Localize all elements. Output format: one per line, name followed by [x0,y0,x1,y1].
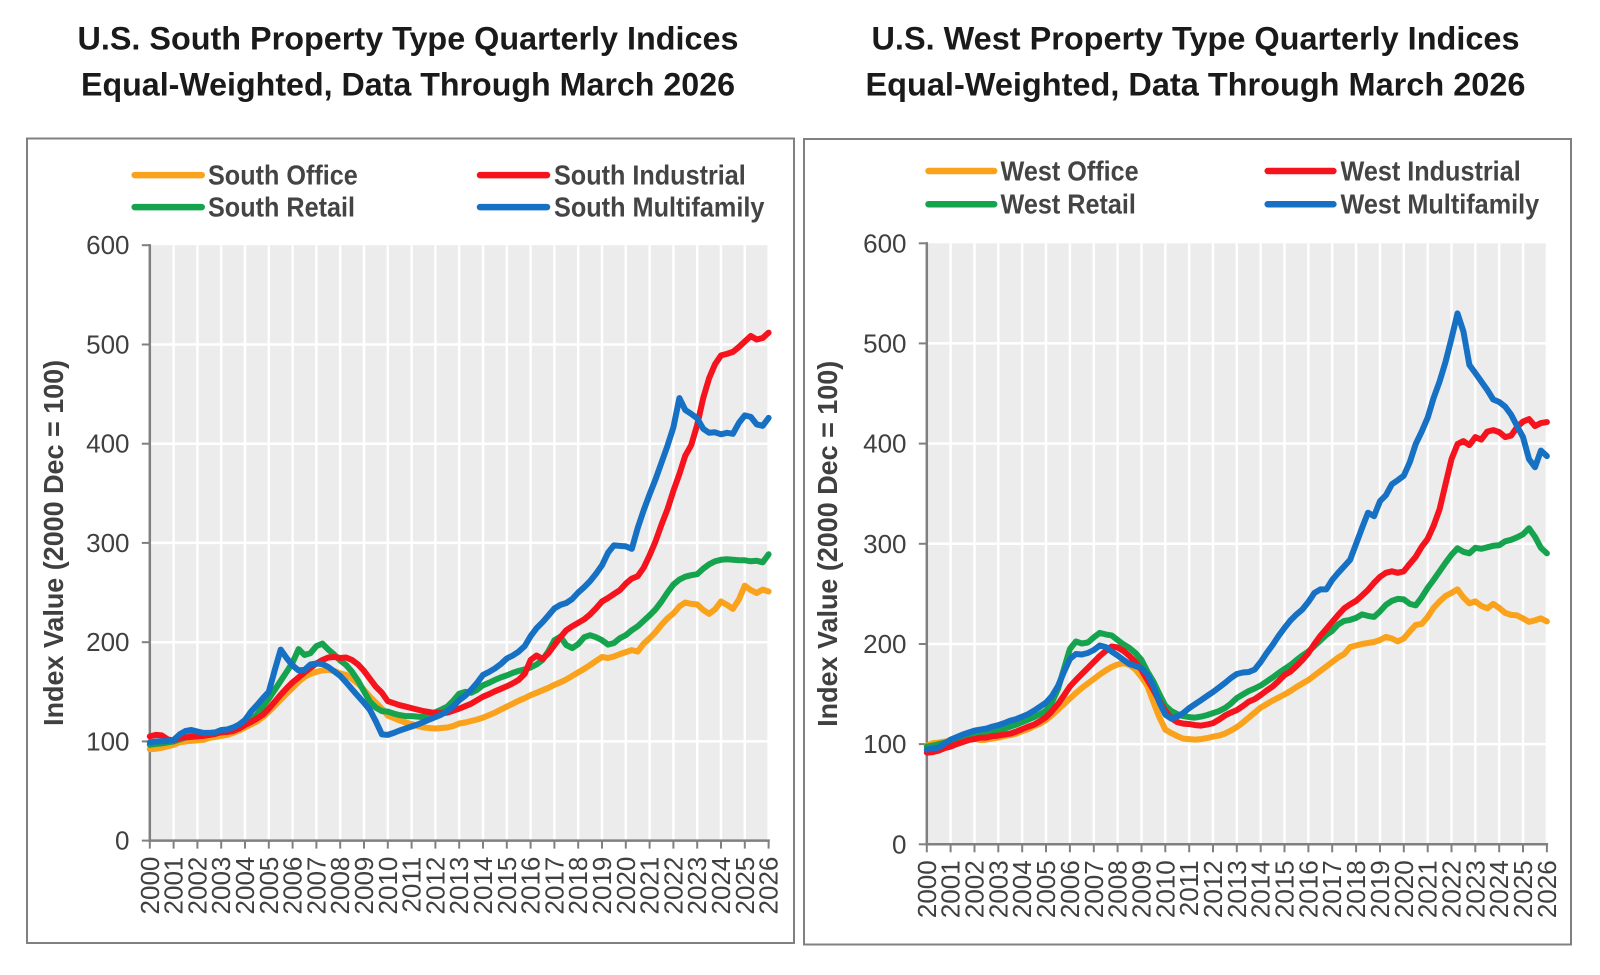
svg-text:Index Value (2000 Dec = 100): Index Value (2000 Dec = 100) [812,361,843,727]
svg-text:500: 500 [86,330,129,360]
svg-text:2021: 2021 [635,857,665,915]
svg-text:2015: 2015 [492,857,522,915]
svg-text:2006: 2006 [278,857,308,915]
svg-text:Index Value (2000 Dec = 100): Index Value (2000 Dec = 100) [38,360,69,726]
svg-text:2001: 2001 [936,860,966,918]
svg-text:2008: 2008 [1103,860,1133,918]
svg-text:2005: 2005 [1031,860,1061,918]
svg-text:2004: 2004 [1007,860,1037,918]
svg-text:2020: 2020 [611,857,641,915]
svg-text:300: 300 [863,529,906,559]
svg-text:2015: 2015 [1270,860,1300,918]
svg-text:2000: 2000 [912,860,942,918]
svg-text:400: 400 [86,429,129,459]
svg-text:South Multifamily: South Multifamily [554,192,765,223]
svg-text:2018: 2018 [563,857,593,915]
svg-text:2003: 2003 [983,860,1013,918]
svg-text:2002: 2002 [960,860,990,918]
svg-text:West Multifamily: West Multifamily [1341,189,1540,220]
svg-text:2023: 2023 [1460,860,1490,918]
svg-text:2011: 2011 [1174,860,1204,916]
svg-text:2010: 2010 [373,857,403,915]
svg-text:2013: 2013 [1222,860,1252,918]
svg-text:Equal-Weighted, Data Through M: Equal-Weighted, Data Through March 2026 [866,67,1526,103]
svg-text:2017: 2017 [1317,860,1347,918]
svg-text:2003: 2003 [206,857,236,915]
svg-text:2014: 2014 [468,857,498,915]
svg-text:2013: 2013 [444,857,474,915]
svg-text:2005: 2005 [254,857,284,915]
svg-text:600: 600 [863,228,906,258]
svg-text:South Office: South Office [208,160,358,191]
svg-text:500: 500 [863,328,906,358]
svg-text:2010: 2010 [1150,860,1180,918]
svg-text:West Industrial: West Industrial [1341,156,1521,187]
svg-text:2024: 2024 [1484,860,1514,918]
svg-text:2022: 2022 [1437,860,1467,918]
svg-text:2009: 2009 [349,857,379,915]
svg-text:2019: 2019 [1365,860,1395,918]
svg-text:West Retail: West Retail [1001,189,1136,220]
svg-text:2014: 2014 [1246,860,1276,918]
svg-text:2019: 2019 [587,857,617,915]
svg-text:2022: 2022 [658,857,688,915]
svg-text:2007: 2007 [301,857,331,915]
svg-text:400: 400 [863,429,906,459]
svg-text:2007: 2007 [1079,860,1109,918]
svg-text:South Retail: South Retail [208,192,355,223]
svg-text:100: 100 [86,726,129,756]
svg-text:2016: 2016 [516,857,546,915]
svg-text:2000: 2000 [135,857,165,915]
svg-text:2012: 2012 [1198,860,1228,918]
svg-text:2002: 2002 [182,857,212,915]
svg-text:100: 100 [863,729,906,759]
svg-text:U.S. West Property Type Quarte: U.S. West Property Type Quarterly Indice… [872,21,1520,57]
svg-text:2016: 2016 [1293,860,1323,918]
svg-text:West Office: West Office [1001,156,1139,187]
svg-text:2026: 2026 [754,857,784,915]
svg-text:2017: 2017 [539,857,569,915]
svg-text:0: 0 [115,826,129,856]
svg-text:300: 300 [86,528,129,558]
svg-text:2025: 2025 [1508,860,1538,918]
svg-text:2020: 2020 [1389,860,1419,918]
svg-text:Equal-Weighted, Data Through M: Equal-Weighted, Data Through March 2026 [81,67,735,103]
svg-text:2024: 2024 [706,857,736,915]
svg-text:200: 200 [86,627,129,657]
svg-text:2006: 2006 [1055,860,1085,918]
svg-text:2025: 2025 [730,857,760,915]
svg-text:0: 0 [892,829,906,859]
svg-text:600: 600 [86,230,129,260]
svg-text:2009: 2009 [1127,860,1157,918]
svg-text:2018: 2018 [1341,860,1371,918]
svg-text:2011: 2011 [397,857,427,913]
svg-text:U.S. South Property Type Quart: U.S. South Property Type Quarterly Indic… [78,21,739,57]
svg-text:2021: 2021 [1413,860,1443,918]
svg-text:2008: 2008 [325,857,355,915]
svg-text:2026: 2026 [1532,860,1562,918]
svg-text:200: 200 [863,629,906,659]
svg-text:South Industrial: South Industrial [554,160,746,191]
svg-text:2012: 2012 [420,857,450,915]
svg-text:2004: 2004 [230,857,260,915]
svg-text:2001: 2001 [159,857,189,915]
svg-text:2023: 2023 [682,857,712,915]
